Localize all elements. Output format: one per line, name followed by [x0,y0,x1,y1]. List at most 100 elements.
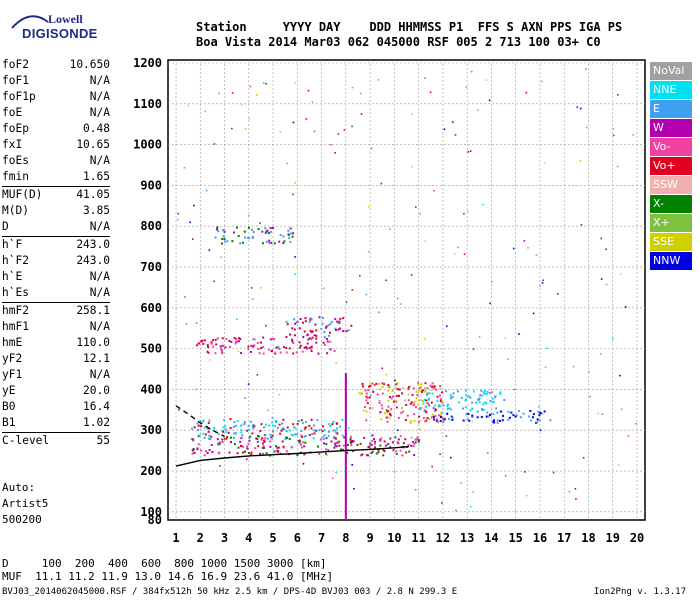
echo-point [489,413,492,416]
echo-point [335,431,338,434]
echo-point [322,425,325,428]
echo-point [335,329,338,332]
param-value: N/A [89,106,110,119]
echo-point [486,390,489,393]
echo-point [248,437,251,440]
noise-point [277,345,279,348]
logo-arc-icon [11,15,49,29]
echo-point [302,336,305,339]
noise-point [424,77,426,80]
noise-point [601,413,604,415]
echo-point [248,452,251,455]
echo-point [288,236,291,239]
echo-point [341,418,344,421]
echo-point [492,420,495,423]
noise-point [351,289,354,291]
noise-point [538,406,540,408]
echo-point [389,437,392,440]
noise-point [360,113,363,115]
echo-point [323,434,326,437]
echo-point [210,342,213,345]
echo-point [243,230,246,233]
noise-point [477,109,479,111]
echo-point [231,240,234,243]
echo-point [202,419,205,422]
trace-fit-curve [175,445,409,467]
echo-point [220,348,223,351]
echo-point [434,409,437,412]
echo-point [310,338,313,341]
echo-point [269,440,272,443]
echo-point [299,344,302,347]
echo-point [273,450,276,453]
x-tick-label: 6 [294,531,301,545]
echo-point [435,418,438,421]
echo-point [208,449,211,452]
echo-point [278,423,281,426]
echo-point [442,404,445,407]
echo-point [203,339,206,342]
echo-point [411,393,414,396]
echo-point [280,429,283,432]
echo-point [257,347,260,350]
param-row: foEs N/A [2,153,110,169]
echo-point [467,395,470,398]
echo-point [311,433,314,436]
echo-point [247,348,250,351]
echo-point [334,444,337,447]
echo-point [283,240,286,243]
echo-point [375,452,378,455]
noise-point [582,456,585,459]
echo-point [311,330,314,333]
echo-point [288,347,291,350]
echo-point [510,411,513,414]
noise-point [305,118,308,120]
echo-point [418,407,421,410]
noise-point [463,212,465,215]
noise-point [439,453,441,456]
echo-point [404,438,407,441]
param-row: h`F 243.0 [2,237,110,253]
echo-point [491,397,494,400]
echo-point [212,345,215,348]
echo-point [476,416,479,419]
echo-point [217,451,220,454]
echo-point [262,336,265,339]
echo-point [365,410,368,413]
echo-point [199,420,202,423]
echo-point [291,235,294,238]
echo-point [374,446,377,449]
echo-point [251,425,254,428]
param-row: fmin 1.65 [2,169,110,185]
echo-point [322,436,325,439]
echo-point [499,391,502,394]
echo-point [232,432,235,435]
echo-point [246,445,249,448]
noise-point [415,206,417,208]
echo-point [260,346,263,349]
echo-point [252,338,255,341]
echo-point [268,424,271,427]
param-name: M(D) [2,204,29,217]
echo-point [324,452,327,455]
param-row: foF2 10.650 [2,57,110,73]
echo-point [268,241,271,244]
echo-point [417,403,420,406]
echo-point [315,341,318,344]
param-row: B1 1.02 [2,415,110,431]
echo-point [200,425,203,428]
echo-point [446,412,449,415]
echo-point [482,403,485,406]
echo-point [222,235,225,238]
echo-point [285,450,288,453]
echo-point [319,438,322,441]
echo-point [206,451,209,454]
echo-point [342,317,345,320]
echo-point [424,382,427,385]
echo-point [229,345,232,348]
noise-point [539,429,542,432]
echo-point [368,396,371,399]
echo-point [218,442,221,445]
noise-point [204,110,207,113]
echo-point [282,445,285,448]
